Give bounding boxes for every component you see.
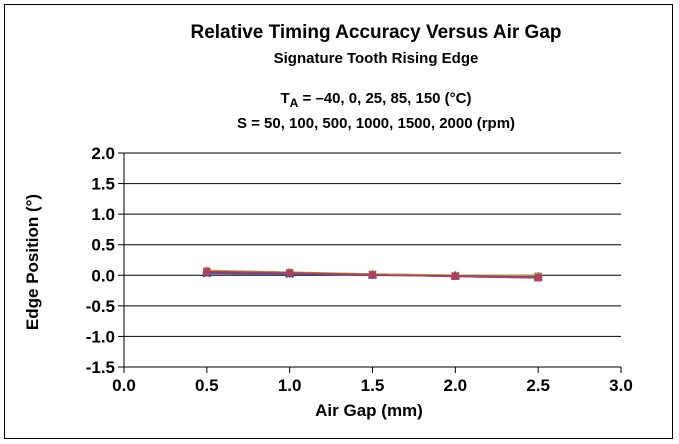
gridlines <box>124 152 621 368</box>
temperature-values: = –40, 0, 25, 85, 150 (°C) <box>298 90 471 107</box>
x-tick-label: 1.0 <box>278 376 302 395</box>
x-axis-label: Air Gap (mm) <box>315 401 423 420</box>
data-point <box>203 268 211 276</box>
x-tick-label: 0.0 <box>112 376 136 395</box>
y-tick-label: 1.5 <box>91 175 115 194</box>
x-tick-label: 2.0 <box>444 376 468 395</box>
y-tick-label: 2.0 <box>91 144 115 163</box>
x-tick-label: 0.5 <box>195 376 219 395</box>
speed-condition: S = 50, 100, 500, 1000, 1500, 2000 (rpm) <box>237 115 515 132</box>
chart-title: Relative Timing Accuracy Versus Air Gap <box>190 22 561 43</box>
x-tick-labels: 0.0 0.5 1.0 1.5 2.0 2.5 3.0 <box>112 376 633 395</box>
temperature-condition: TA = –40, 0, 25, 85, 150 (°C) <box>280 90 471 110</box>
temperature-subscript: A <box>290 96 299 110</box>
x-tick-label: 3.0 <box>609 376 633 395</box>
temperature-symbol: T <box>280 90 289 107</box>
data-point <box>534 274 542 282</box>
y-tick-label: 0.5 <box>91 236 115 255</box>
x-tick-label: 1.5 <box>361 376 385 395</box>
y-tick-label: -1.0 <box>86 327 115 346</box>
y-tick-label: -1.5 <box>86 358 115 377</box>
x-tick-label: 2.5 <box>526 376 550 395</box>
y-tick-labels: 2.0 1.5 1.0 0.5 0.0 -0.5 -1.0 -1.5 <box>86 144 115 377</box>
data-point <box>286 269 294 277</box>
y-tick-label: -0.5 <box>86 297 115 316</box>
data-series <box>202 266 543 282</box>
axes <box>118 152 622 373</box>
y-axis-label: Edge Position (°) <box>23 194 42 330</box>
y-tick-label: 0.0 <box>91 266 115 285</box>
data-point <box>451 273 459 281</box>
data-point <box>369 271 376 279</box>
y-tick-label: 1.0 <box>91 205 115 224</box>
chart-subtitle: Signature Tooth Rising Edge <box>274 50 479 67</box>
